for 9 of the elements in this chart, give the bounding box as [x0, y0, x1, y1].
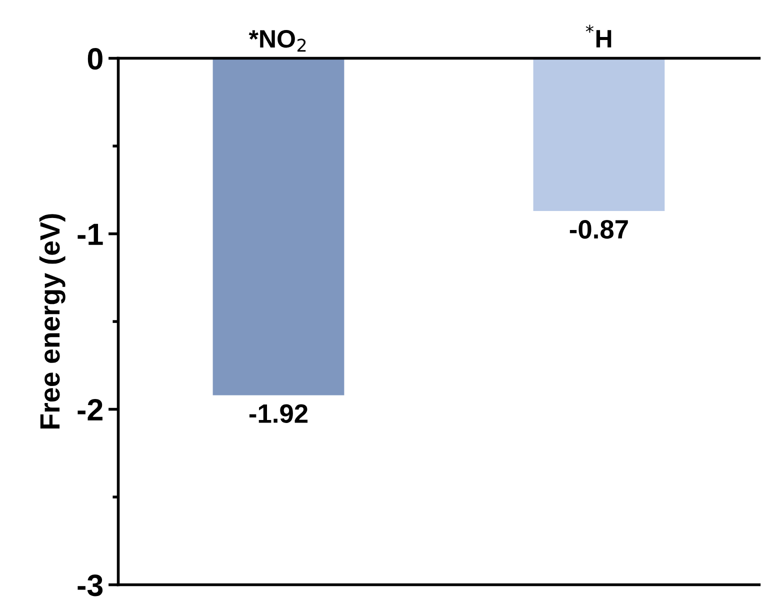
x-tick-label: $^{*}$H	[586, 24, 612, 48]
y-tick-label: -3	[78, 574, 103, 596]
x-tick-label: *NO$_{2}$	[248, 30, 306, 52]
y-tick-label: 0	[88, 48, 102, 70]
data-label: -1.92	[249, 404, 308, 423]
y-axis-title: Free energy (eV)	[39, 214, 66, 429]
data-label: -0.87	[570, 220, 628, 239]
y-tick-label: -2	[78, 399, 102, 420]
y-tick-label: -1	[78, 224, 103, 245]
